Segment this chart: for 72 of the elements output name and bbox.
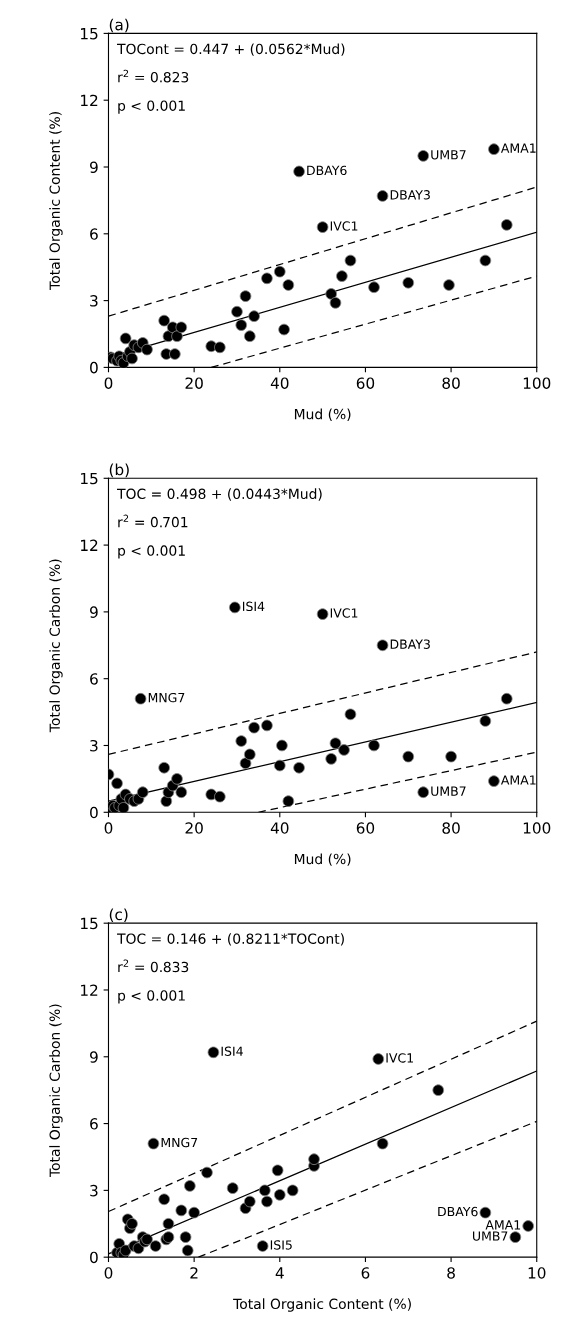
annotation: DBAY6 [307,165,347,176]
annotation: r$^{2}$ = 0.833 [118,959,189,973]
y-tick-label: 3 [90,739,98,752]
annotation: r$^{2}$ = 0.701 [118,514,188,528]
y-tick-label: 6 [90,228,98,240]
annotation: IVC1 [330,608,358,618]
x-tick-label: 0 [104,1267,113,1279]
y-tick-label: 6 [90,1118,98,1130]
x-tick-label: 8 [447,1267,455,1279]
annotation: DBAY3 [390,639,430,649]
x-tick-label: 0 [104,377,113,389]
chart-title: (a) [109,18,129,33]
annotation: DBAY6 [438,1206,478,1217]
x-axis-title: Total Organic Content (%) [233,1298,411,1312]
x-tick-label: 100 [523,377,551,389]
x-tick-label: 40 [270,377,289,389]
annotation: r$^{2}$ = 0.823 [118,69,189,83]
annotation: p < 0.001 [118,545,185,559]
y-tick-label: 9 [90,161,98,174]
x-tick-label: 40 [270,822,289,834]
y-tick-label: 15 [81,28,98,40]
y-tick-label: 12 [81,539,98,551]
annotation: AMA1 [500,775,536,785]
y-tick-label: 6 [90,673,98,685]
x-axis-title: Mud (%) [294,853,351,866]
y-tick-label: 0 [90,1251,98,1264]
chart-title: (b) [109,463,129,478]
y-tick-label: 3 [90,295,98,307]
x-tick-label: 80 [442,377,460,389]
annotation: MNG7 [161,1137,198,1148]
annotation: MNG7 [148,692,185,703]
annotation: p < 0.001 [118,990,185,1004]
y-tick-label: 9 [90,1051,98,1063]
y-tick-label: 0 [90,361,98,374]
y-tick-label: 9 [90,606,98,618]
y-axis-title: Total Organic Carbon (%) [49,1004,63,1178]
annotation: ISI4 [221,1046,243,1056]
x-tick-label: 60 [356,822,375,834]
y-tick-label: 15 [81,472,98,485]
x-tick-label: 60 [356,377,375,389]
annotation: TOCont = 0.447 + (0.0562*Mud) [117,43,345,56]
annotation: IVC1 [386,1053,413,1063]
y-tick-label: 12 [81,94,98,106]
y-axis-title: Total Organic Carbon (%) [49,559,63,733]
annotation: IVC1 [330,221,358,231]
x-tick-label: 2 [190,1267,198,1279]
y-tick-label: 12 [81,984,98,996]
x-tick-label: 6 [361,1267,370,1279]
x-axis-title: Mud (%) [294,408,351,421]
annotation: AMA1 [500,143,536,153]
chart-title: (c) [109,908,128,923]
annotation: p < 0.001 [118,100,185,114]
y-tick-label: 3 [90,1184,98,1197]
annotation: ISI4 [242,601,265,612]
x-tick-label: 20 [185,822,203,834]
annotation: TOC = 0.498 + (0.0443*Mud) [117,488,322,501]
annotation: DBAY3 [390,190,430,200]
y-tick-label: 0 [90,806,98,819]
x-tick-label: 100 [523,822,551,834]
x-tick-label: 20 [185,377,203,389]
y-tick-label: 15 [81,917,98,930]
x-tick-label: 10 [528,1267,546,1279]
annotation: AMA1 [485,1220,521,1230]
annotation: UMB7 [431,150,466,160]
annotation: UMB7 [431,786,466,796]
annotation: UMB7 [473,1231,508,1241]
annotation: ISI5 [270,1240,292,1250]
y-axis-title: Total Organic Content (%) [49,112,63,290]
annotation: TOC = 0.146 + (0.8211*TOCont) [117,933,344,946]
x-tick-label: 80 [442,822,460,834]
x-tick-label: 0 [104,822,113,834]
x-tick-label: 4 [275,1267,284,1279]
